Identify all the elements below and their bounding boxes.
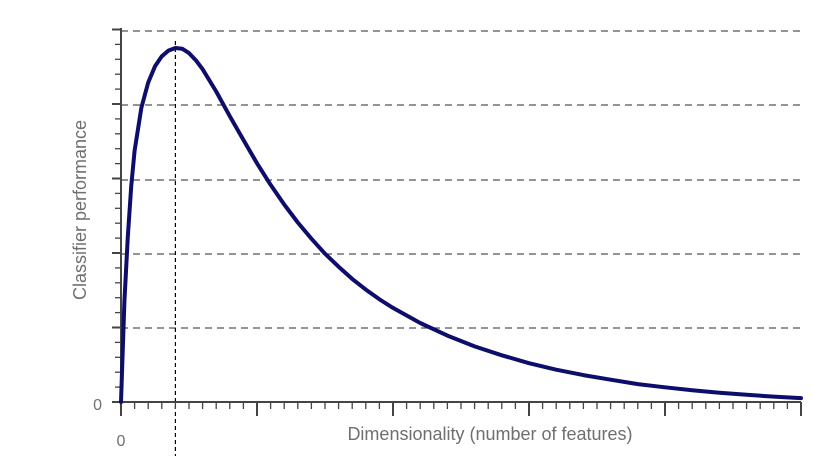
y-axis xyxy=(112,28,122,403)
performance-curve xyxy=(119,46,803,404)
x-axis-tick-label-zero: 0 xyxy=(117,433,126,450)
grid-lines xyxy=(121,30,801,329)
y-axis-tick-label-zero: 0 xyxy=(93,397,102,414)
x-axis-label: Dimensionality (number of features) xyxy=(347,424,632,444)
x-axis xyxy=(120,401,802,416)
y-axis-label: Classifier performance xyxy=(70,120,90,300)
